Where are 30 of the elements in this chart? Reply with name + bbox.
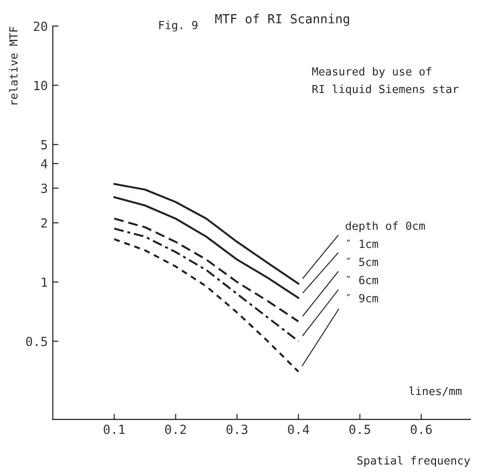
text: ″ 9cm [346, 294, 378, 302]
y-tick-label: 5 [41, 140, 47, 150]
line-series [113, 228, 300, 342]
x-tick-label: 0.6 [410, 424, 432, 434]
x-tick-label: 0.2 [165, 424, 186, 434]
x-axis-title: Spatial frequency [357, 456, 470, 467]
annotation: lines/mm [409, 386, 462, 396]
x-tick-label: 0.3 [226, 424, 248, 434]
line-series [113, 183, 300, 285]
text: ″ 5cm [346, 258, 378, 266]
text: ″ 1cm [346, 240, 378, 248]
annotation: Fig. 9 [159, 20, 198, 32]
line-series [113, 238, 300, 373]
y-tick-label: 1 [42, 278, 48, 287]
x-tick-label: 0.4 [288, 424, 310, 434]
annotation: Measured by use of RI liquid Siemens star [312, 66, 458, 96]
x-tick-label: 0.1 [104, 424, 125, 434]
y-tick-label: 3 [41, 184, 47, 194]
line-series [113, 218, 300, 322]
y-tick-label: 20 [34, 22, 48, 32]
text: depth of 0cm [346, 221, 425, 232]
chart-title: MTF of RI Scanning [215, 14, 350, 26]
text: ″ 6cm [346, 276, 378, 284]
y-tick-label: 10 [34, 80, 48, 90]
y-tick-label: 4 [41, 159, 48, 168]
y-tick-label: 2 [41, 218, 47, 228]
x-tick-label: 0.5 [349, 424, 370, 434]
line-series [113, 196, 300, 299]
y-tick-label: 0.5 [26, 336, 47, 346]
y-axis-title: relative MTF [8, 26, 18, 104]
